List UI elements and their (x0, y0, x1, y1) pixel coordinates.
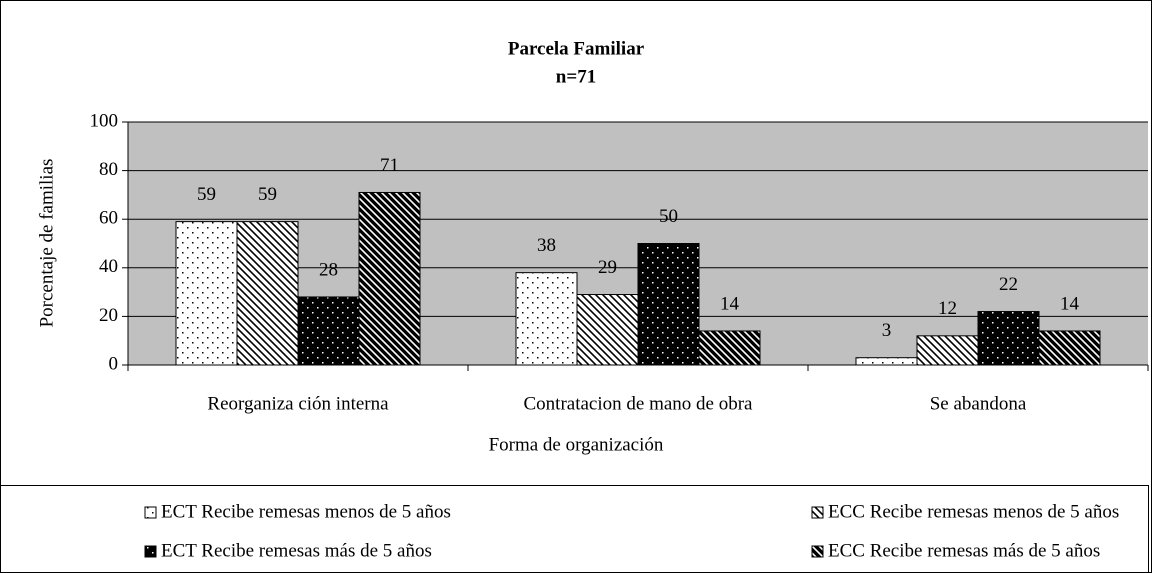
legend-swatch (811, 545, 824, 558)
bar (977, 311, 1040, 366)
y-tick-label: 0 (109, 353, 119, 374)
bar (515, 272, 578, 366)
data-label: 71 (380, 155, 399, 176)
bar (637, 243, 700, 366)
bar (297, 296, 360, 366)
bar (855, 357, 918, 366)
bar (576, 294, 639, 366)
y-axis-title: Porcentaje de familias (36, 159, 57, 328)
data-label: 3 (882, 320, 892, 341)
data-label: 59 (197, 184, 216, 205)
chart-title: Parcela Familiar (508, 38, 645, 59)
bar (236, 221, 299, 366)
data-label: 59 (258, 184, 277, 205)
bar (1038, 330, 1101, 366)
x-tick-label: Reorganiza ción interna (207, 393, 389, 414)
y-tick-label: 60 (99, 208, 118, 229)
x-tick-label: Se abandona (930, 393, 1027, 414)
y-tick-label: 20 (99, 305, 118, 326)
legend-label: ECC Recibe remesas más de 5 años (828, 540, 1100, 561)
legend-swatch (144, 545, 157, 558)
legend-swatch (811, 506, 824, 519)
bar (358, 191, 421, 366)
data-label: 50 (659, 206, 678, 227)
x-axis-title: Forma de organización (489, 434, 664, 455)
data-label: 29 (598, 257, 617, 278)
data-label: 14 (1060, 293, 1080, 314)
data-label: 38 (537, 235, 556, 256)
data-label: 22 (999, 274, 1018, 295)
y-tick-label: 100 (90, 110, 119, 131)
data-label: 28 (319, 259, 338, 280)
data-label: 14 (720, 293, 740, 314)
legend-label: ECC Recibe remesas menos de 5 años (828, 501, 1119, 522)
y-tick-label: 40 (99, 256, 118, 277)
chart-subtitle: n=71 (556, 66, 596, 87)
x-tick-label: Contratacion de mano de obra (524, 393, 754, 414)
y-tick-label: 80 (99, 159, 118, 180)
bar (175, 221, 238, 366)
legend-label: ECT Recibe remesas menos de 5 años (161, 501, 451, 522)
legend-box (0, 485, 1149, 573)
bar (698, 330, 761, 366)
bar (916, 335, 979, 366)
data-label: 12 (938, 298, 957, 319)
legend-swatch (144, 506, 157, 519)
legend-label: ECT Recibe remesas más de 5 años (161, 540, 432, 561)
